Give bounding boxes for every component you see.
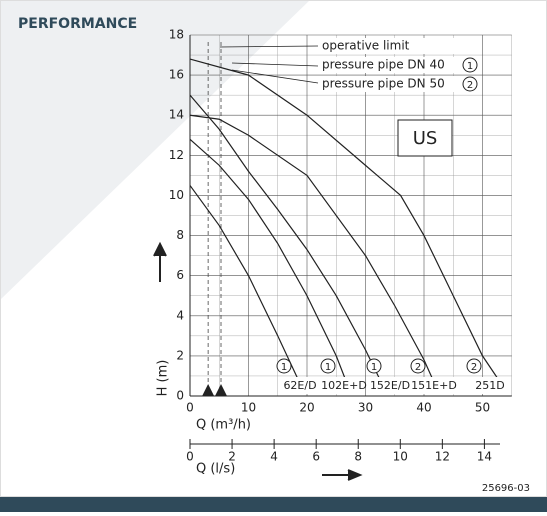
x-tick-label: 30: [358, 401, 373, 415]
curve: [189, 94, 384, 387]
curve-label-bg: [470, 377, 510, 394]
curve: [189, 114, 437, 387]
x2-tick-label: 8: [354, 450, 362, 464]
arrow-right: [322, 469, 363, 481]
legend-marker: 1: [467, 61, 473, 72]
x2-tick-label: 2: [228, 450, 236, 464]
y-tick-label: 16: [169, 68, 184, 82]
x2-tick-label: 6: [312, 450, 320, 464]
x2-tick-label: 14: [477, 450, 492, 464]
region-box: [397, 119, 453, 157]
x-tick-label: 50: [475, 401, 490, 415]
curve-label-bg: [324, 377, 364, 394]
legend-bg: [320, 76, 480, 92]
x2-axis-label: Q (l/s): [196, 462, 235, 477]
legend-circle: [462, 57, 478, 73]
leader-lines: [219, 45, 319, 84]
region-label: US: [413, 128, 438, 149]
pipe-marker: 1: [371, 362, 377, 373]
legend-text: operative limit: [322, 39, 410, 53]
arrow-up: [153, 241, 167, 282]
curve-label: 102E+D: [321, 379, 367, 392]
y-tick-label: 12: [169, 148, 184, 162]
legend-marker: 2: [467, 80, 473, 91]
y-axis-label: H (m): [156, 360, 171, 397]
curve-label-bg: [414, 377, 454, 394]
curve-label: 152E/D: [370, 379, 410, 392]
x2-tick-label: 0: [186, 450, 194, 464]
x-tick-label: 10: [241, 401, 256, 415]
legend-text: pressure pipe DN 50: [322, 77, 445, 91]
pipe-circle: [466, 358, 482, 374]
y-tick-label: 2: [176, 348, 184, 362]
curve-label-bg: [370, 377, 410, 394]
pipe-marker: 1: [325, 362, 331, 373]
footer-bar: [0, 497, 547, 512]
limit-marker: [202, 384, 215, 396]
pipe-circle: [276, 358, 292, 374]
pipe-marker: 2: [471, 362, 477, 373]
legend-text: pressure pipe DN 40: [322, 58, 445, 72]
pipe-circle: [366, 358, 382, 374]
x-tick-label: 40: [416, 401, 431, 415]
curve: [189, 185, 302, 387]
y-tick-label: 4: [176, 308, 184, 322]
x2-tick-label: 4: [270, 450, 278, 464]
legend-circle: [462, 76, 478, 92]
x-axis-label: Q (m³/h): [196, 418, 251, 433]
x2-tick-label: 10: [393, 450, 408, 464]
curve-label-bg: [280, 377, 320, 394]
x2-tick-label: 12: [435, 450, 450, 464]
figure-code: 25696-03: [482, 483, 530, 494]
curve: [189, 58, 501, 383]
x-tick-label: 20: [299, 401, 314, 415]
curve-label: 251D: [475, 379, 504, 392]
title: PERFORMANCE: [18, 16, 137, 32]
y-tick-label: 14: [169, 108, 184, 122]
pipe-marker: 2: [415, 362, 421, 373]
legend-bg: [320, 38, 480, 54]
curve-label: 151E+D: [411, 379, 457, 392]
y-tick-label: 0: [176, 389, 184, 403]
pipe-marker: 1: [281, 362, 287, 373]
curve: [189, 138, 349, 387]
y-tick-label: 10: [169, 188, 184, 202]
x-tick-label: 0: [186, 401, 194, 415]
y-tick-label: 8: [176, 228, 184, 242]
pipe-circle: [410, 358, 426, 374]
curve-label: 62E/D: [283, 379, 316, 392]
limit-marker: [215, 384, 228, 396]
pipe-circle: [320, 358, 336, 374]
legend-bg: [320, 57, 480, 73]
y-tick-label: 6: [176, 268, 184, 282]
y-tick-label: 18: [169, 28, 184, 42]
